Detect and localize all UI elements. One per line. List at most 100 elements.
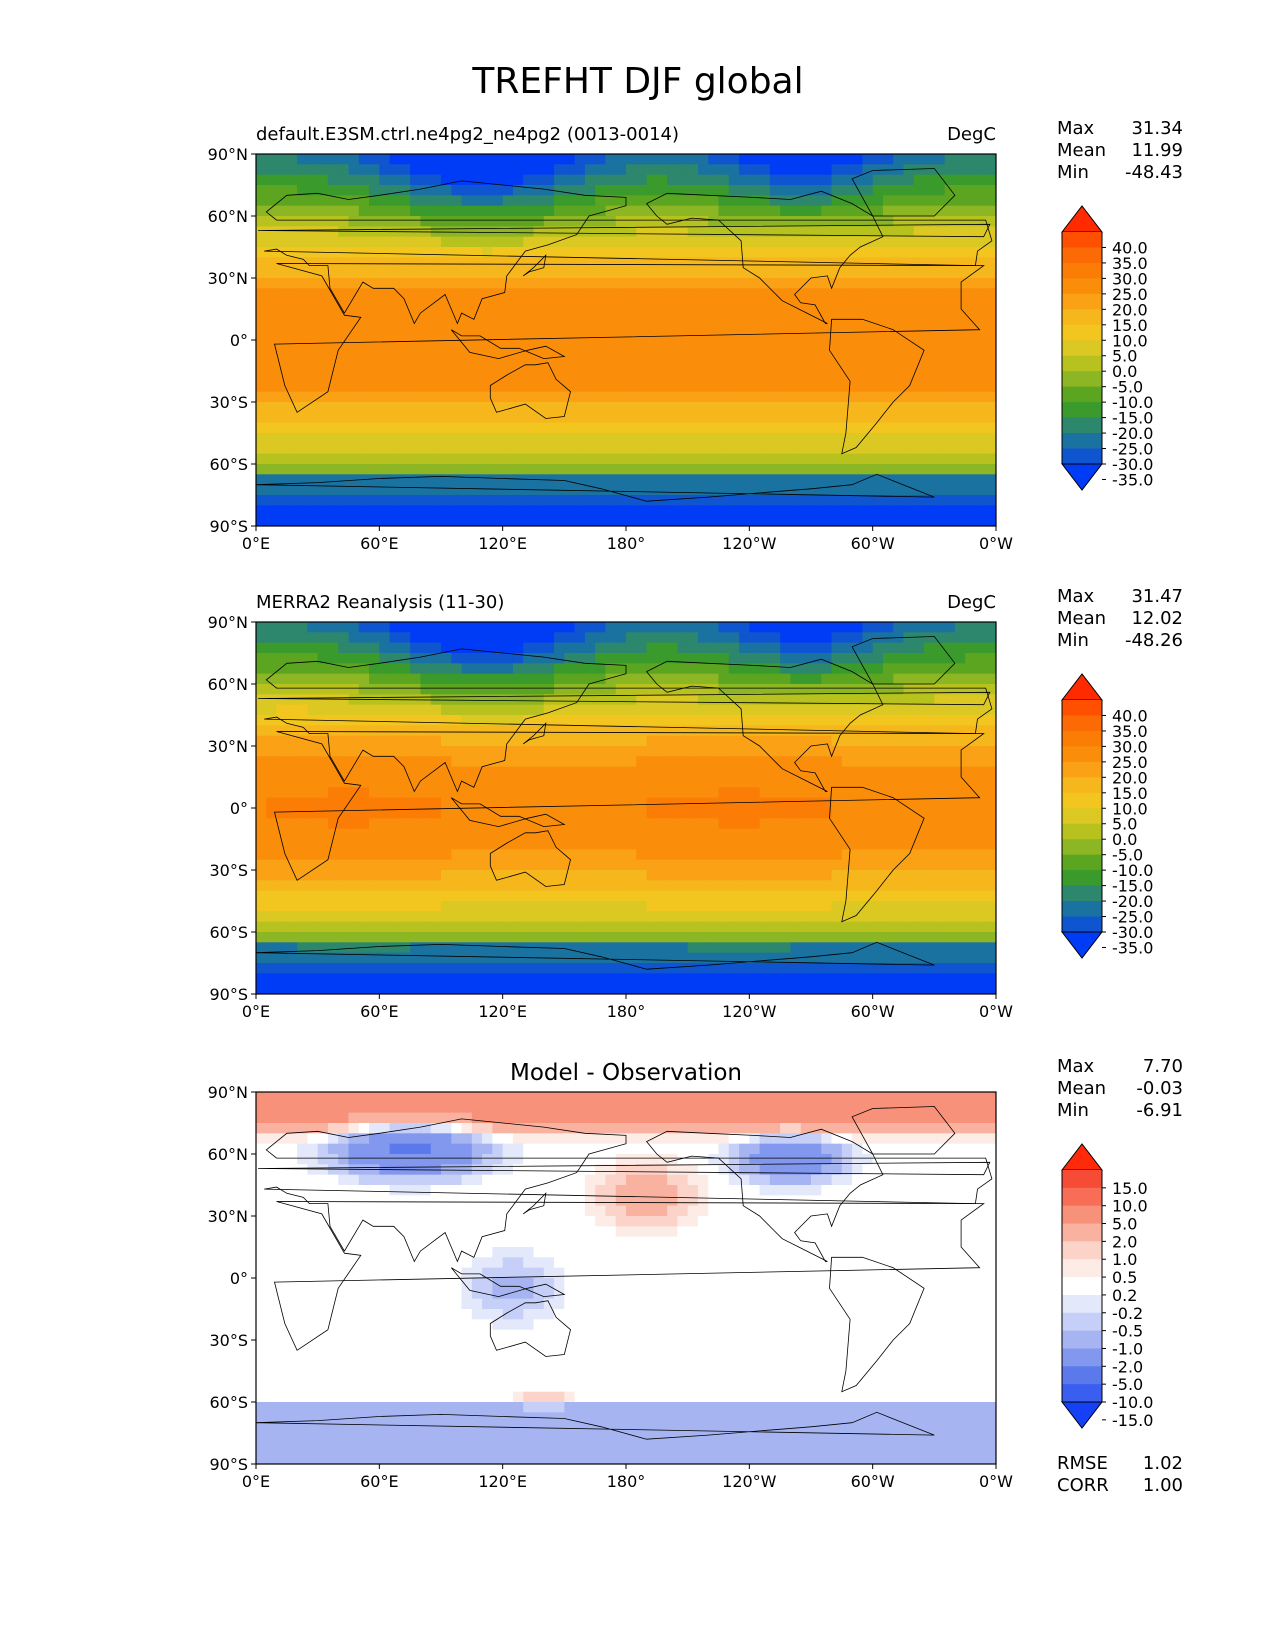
colorbar-segment	[1062, 293, 1102, 310]
colorbar-label: 40.0	[1112, 706, 1148, 725]
stat-value: -48.26	[1125, 630, 1183, 651]
colorbar-segment	[1062, 901, 1102, 918]
colorbar-segment	[1062, 247, 1102, 264]
colorbar-label: -20.0	[1112, 424, 1153, 443]
lon-tick-label: 180°	[607, 534, 646, 553]
colorbar-segment	[1062, 1312, 1102, 1332]
stat-label: Mean	[1057, 1078, 1106, 1099]
colorbar-label: -30.0	[1112, 923, 1153, 942]
colorbar-label: 10.0	[1112, 331, 1148, 350]
lat-tick-label: 0°	[230, 1269, 248, 1288]
colorbar-label: 0.5	[1112, 1268, 1137, 1287]
colorbar-segment	[1062, 340, 1102, 357]
colorbar-segment	[1062, 309, 1102, 326]
colorbar-segment	[1062, 1277, 1102, 1296]
lon-tick-label: 0°W	[979, 1002, 1013, 1021]
colorbar-segment	[1062, 402, 1102, 419]
map-panel: Model - Observation 90°N 60°N 30°N 0° 30°S 60°…	[208, 1056, 1183, 1496]
colorbar-segment	[1062, 1330, 1102, 1349]
colorbar-segment	[1062, 433, 1102, 450]
lat-tick-label: 60°N	[208, 1145, 248, 1164]
colorbar-label: 30.0	[1112, 737, 1148, 756]
contour-field	[256, 1092, 996, 1464]
colorbar-label: 5.0	[1112, 815, 1137, 834]
lat-tick-label: 30°N	[208, 737, 248, 756]
colorbar-label: -0.2	[1112, 1304, 1143, 1323]
panel-title: MERRA2 Reanalysis (11-30)	[256, 592, 504, 613]
colorbar-segment	[1062, 371, 1102, 388]
lat-tick-label: 90°S	[209, 517, 248, 536]
colorbar-label: -10.0	[1112, 861, 1153, 880]
stat-value: 31.47	[1131, 586, 1183, 607]
contour-field	[256, 622, 996, 994]
stat-value: 31.34	[1131, 118, 1183, 139]
lon-tick-label: 120°E	[478, 1002, 527, 1021]
lon-tick-label: 60°E	[360, 1002, 398, 1021]
colorbar-label: 5.0	[1112, 1215, 1137, 1234]
lon-tick-label: 60°E	[360, 534, 398, 553]
colorbar-segment	[1062, 730, 1102, 747]
colorbar-extend-top	[1060, 205, 1104, 233]
colorbar-label: 15.0	[1112, 784, 1148, 803]
colorbar-label: -2.0	[1112, 1357, 1143, 1376]
colorbar-segment	[1062, 870, 1102, 887]
colorbar-label: -5.0	[1112, 1375, 1143, 1394]
colorbar: 15.010.05.02.01.00.50.2-0.2-0.5-1.0-2.0-…	[1060, 1143, 1153, 1430]
lon-tick-label: 0°E	[242, 1002, 270, 1021]
stat-value: -48.43	[1125, 162, 1183, 183]
colorbar-label: -5.0	[1112, 846, 1143, 865]
colorbar-label: -15.0	[1112, 877, 1153, 896]
colorbar-label: -25.0	[1112, 908, 1153, 927]
colorbar-segment	[1062, 885, 1102, 902]
colorbar-label: -1.0	[1112, 1339, 1143, 1358]
colorbar: 40.035.030.025.020.015.010.05.00.0-5.0-1…	[1060, 673, 1153, 959]
lon-tick-label: 60°W	[851, 1472, 895, 1491]
colorbar-label: 20.0	[1112, 768, 1148, 787]
colorbar-extend-bottom	[1060, 1401, 1104, 1429]
metric-value: 1.02	[1143, 1453, 1183, 1474]
colorbar-label: 0.0	[1112, 830, 1137, 849]
colorbar-segment	[1062, 262, 1102, 279]
colorbar-segment	[1062, 386, 1102, 403]
contour-field	[256, 154, 996, 526]
colorbar-label: 35.0	[1112, 254, 1148, 273]
lon-tick-label: 120°W	[722, 534, 777, 553]
colorbar-label: -0.5	[1112, 1322, 1143, 1341]
colorbar-label: -5.0	[1112, 378, 1143, 397]
colorbar-segment	[1062, 1205, 1102, 1225]
colorbar-segment	[1062, 1187, 1102, 1207]
colorbar-label: -35.0	[1112, 470, 1153, 489]
lon-tick-label: 180°	[607, 1002, 646, 1021]
lon-tick-label: 120°E	[478, 1472, 527, 1491]
colorbar-segment	[1062, 417, 1102, 434]
stat-label: Max	[1057, 118, 1095, 139]
lat-tick-label: 90°S	[209, 1455, 248, 1474]
stat-label: Max	[1057, 586, 1095, 607]
colorbar-segment	[1062, 746, 1102, 763]
colorbar-segment	[1062, 916, 1102, 933]
units-label: DegC	[947, 124, 996, 145]
stat-label: Max	[1057, 1056, 1095, 1077]
stat-value: -6.91	[1136, 1100, 1183, 1121]
metric-label: CORR	[1057, 1475, 1109, 1496]
stats-block: Max 31.47 Mean 12.02 Min -48.26	[1057, 586, 1183, 651]
map-panel: default.E3SM.ctrl.ne4pg2_ne4pg2 (0013-00…	[208, 118, 1183, 553]
colorbar-label: 5.0	[1112, 347, 1137, 366]
colorbar-segment	[1062, 715, 1102, 732]
colorbar-label: 10.0	[1112, 799, 1148, 818]
colorbar-label: 20.0	[1112, 300, 1148, 319]
lat-tick-label: 90°S	[209, 985, 248, 1004]
colorbar-label: 2.0	[1112, 1232, 1137, 1251]
colorbar-segment	[1062, 1259, 1102, 1278]
colorbar-segment	[1062, 854, 1102, 871]
colorbar-label: 25.0	[1112, 285, 1148, 304]
coastlines	[256, 1106, 993, 1464]
colorbar-label: 30.0	[1112, 269, 1148, 288]
metric-label: RMSE	[1057, 1453, 1108, 1474]
colorbar-segment	[1062, 278, 1102, 295]
colorbar-segment	[1062, 1223, 1102, 1242]
lon-tick-label: 180°	[607, 1472, 646, 1491]
colorbar-segment	[1062, 839, 1102, 856]
panel-title: Model - Observation	[510, 1060, 742, 1086]
